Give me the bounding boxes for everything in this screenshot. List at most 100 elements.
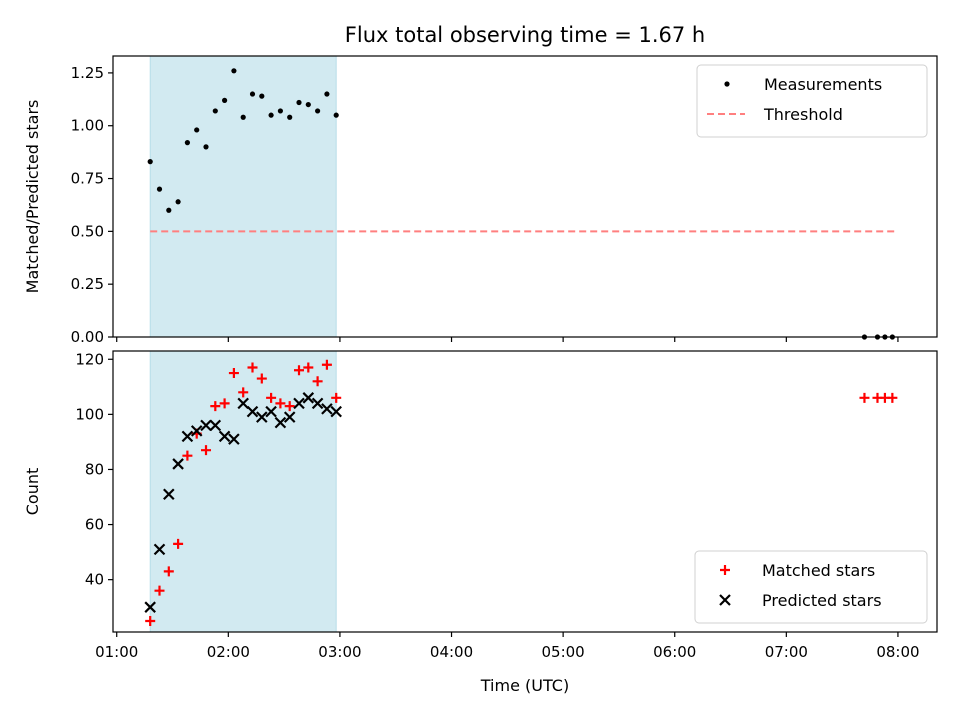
data-point-matched xyxy=(163,566,174,577)
y-tick-label: 80 xyxy=(85,460,104,478)
data-point-measurement xyxy=(175,199,181,205)
x-axis-label: Time (UTC) xyxy=(480,676,569,695)
data-point-matched xyxy=(154,585,165,596)
y-tick-label: 60 xyxy=(85,516,104,534)
data-point-measurement xyxy=(156,186,163,192)
y-axis-label: Count xyxy=(23,468,42,516)
y-tick-label: 0.50 xyxy=(71,222,104,240)
data-point-predicted xyxy=(153,543,166,556)
data-point-predicted xyxy=(190,425,203,437)
data-point-measurement xyxy=(212,108,218,114)
legend-label: Measurements xyxy=(764,75,882,94)
data-point-predicted xyxy=(321,403,333,415)
data-point-matched xyxy=(294,365,305,376)
y-tick-label: 1.00 xyxy=(71,117,104,135)
legend-box xyxy=(694,550,928,624)
x-tick-label: 04:00 xyxy=(430,643,473,661)
x-tick-label: 02:00 xyxy=(207,643,250,661)
data-point-predicted xyxy=(311,397,324,410)
panel-ratio: 0.00 0.25 0.50 0.75 1.00 1.25 Matched/Predicte… xyxy=(23,55,938,346)
data-point-measurement xyxy=(166,207,172,213)
data-point-matched xyxy=(321,359,332,370)
data-point-measurement xyxy=(287,114,293,120)
data-point-matched xyxy=(201,445,212,456)
y-tick-label: 0.25 xyxy=(71,275,104,293)
x-tick-label: 06:00 xyxy=(653,643,696,661)
data-point-matched xyxy=(284,401,295,412)
y-tick-label: 0.00 xyxy=(71,328,104,346)
data-point-predicted xyxy=(283,411,296,423)
data-point-predicted xyxy=(237,397,249,410)
data-point-matched xyxy=(887,392,898,403)
data-point-predicted xyxy=(302,392,315,404)
legend-swatch-measurement xyxy=(724,81,730,87)
data-point-measurement xyxy=(147,159,153,165)
data-point-matched xyxy=(303,362,314,373)
data-point-predicted xyxy=(256,411,268,423)
y-tick-label: 120 xyxy=(75,350,104,368)
x-tick-label: 05:00 xyxy=(542,643,585,661)
data-point-measurement xyxy=(259,93,265,99)
data-point-matched xyxy=(859,392,870,403)
data-point-measurement xyxy=(194,127,200,133)
data-point-matched xyxy=(275,398,286,409)
data-point-matched xyxy=(312,376,323,387)
legend-label: Predicted stars xyxy=(762,591,882,610)
data-point-predicted xyxy=(274,416,287,429)
data-point-measurement xyxy=(249,91,256,97)
axes-frame xyxy=(112,350,938,633)
data-point-predicted xyxy=(181,430,194,443)
data-point-matched xyxy=(238,387,249,398)
legend: Measurements Threshold xyxy=(696,64,928,138)
x-tick-label: 08:00 xyxy=(876,643,919,661)
data-point-measurement xyxy=(240,114,246,120)
data-point-predicted xyxy=(228,433,240,445)
data-point-measurement xyxy=(184,140,191,146)
panel-counts: 40 60 80 100 120 01:00 02:00 03:00 04:00 05:00 06:… xyxy=(23,350,938,695)
y-tick-label: 0.75 xyxy=(71,170,104,188)
data-point-matched xyxy=(173,538,184,549)
data-point-measurement xyxy=(277,108,284,114)
legend-box xyxy=(696,64,928,138)
data-point-predicted xyxy=(144,601,156,613)
data-point-predicted xyxy=(209,419,222,432)
data-point-matched xyxy=(331,392,342,403)
data-point-matched xyxy=(210,401,221,412)
axes-frame xyxy=(112,55,938,338)
data-point-matched xyxy=(182,450,193,461)
data-point-matched xyxy=(219,398,230,409)
observing-span xyxy=(149,55,337,338)
data-point-predicted xyxy=(218,430,231,443)
observing-span xyxy=(149,350,337,633)
chart-title: Flux total observing time = 1.67 h xyxy=(345,23,705,47)
data-point-predicted xyxy=(330,405,342,418)
y-tick-label: 1.25 xyxy=(71,64,104,82)
data-point-matched xyxy=(266,392,277,403)
data-point-predicted xyxy=(246,405,259,418)
data-point-measurement xyxy=(268,112,274,118)
legend-label: Matched stars xyxy=(762,561,875,580)
y-tick-label: 100 xyxy=(75,405,104,423)
x-tick-label: 03:00 xyxy=(318,643,361,661)
data-point-matched xyxy=(256,373,267,384)
legend-swatch-matched xyxy=(720,565,730,575)
data-point-predicted xyxy=(265,405,277,418)
data-point-predicted xyxy=(293,397,305,410)
data-point-measurement xyxy=(324,91,330,97)
data-point-predicted xyxy=(163,488,175,501)
data-point-measurement xyxy=(315,108,321,114)
data-point-measurement xyxy=(305,101,311,108)
data-point-matched xyxy=(247,362,258,373)
data-point-measurement xyxy=(333,112,339,118)
x-tick-label: 07:00 xyxy=(765,643,808,661)
legend: Matched stars Predicted stars xyxy=(694,550,928,624)
data-point-predicted xyxy=(172,458,184,470)
data-point-predicted xyxy=(200,419,212,432)
data-point-matched xyxy=(145,615,156,626)
data-point-measurement xyxy=(231,68,237,74)
data-point-measurement xyxy=(222,97,228,103)
x-tick-label: 01:00 xyxy=(95,643,138,661)
y-axis-label: Matched/Predicted stars xyxy=(23,100,42,294)
legend-label: Threshold xyxy=(763,105,843,124)
